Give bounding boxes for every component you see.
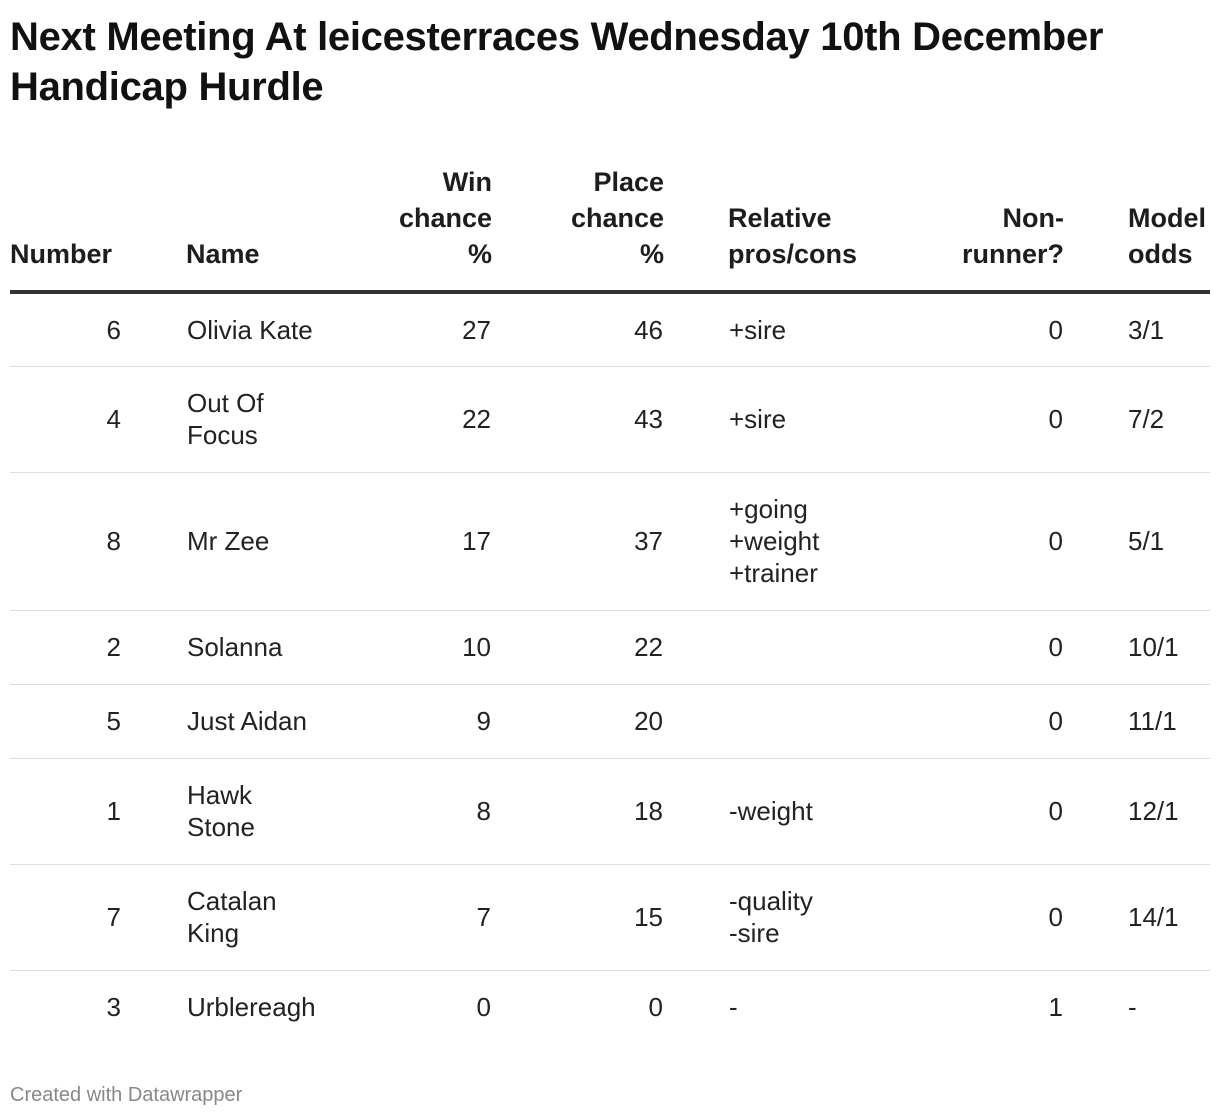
cell-non-runner: 0	[904, 472, 1064, 611]
cell-number: 7	[10, 864, 122, 971]
cell-win-chance: 22	[326, 366, 492, 473]
cell-non-runner: 0	[904, 758, 1064, 865]
column-header-model-odds[interactable]: Model odds	[1064, 164, 1210, 294]
column-header-name[interactable]: Name	[186, 164, 326, 294]
cell-win-chance: 7	[326, 864, 492, 971]
cell-number: 2	[10, 610, 122, 685]
cell-pros-cons	[728, 684, 904, 759]
cell-non-runner: 0	[904, 292, 1064, 367]
cell-pros-cons: +sire	[728, 292, 904, 367]
cell-name: Hawk Stone	[186, 758, 326, 865]
cell-non-runner: 0	[904, 684, 1064, 759]
cell-pros-cons: -weight	[728, 758, 904, 865]
cell-number: 5	[10, 684, 122, 759]
cell-number: 1	[10, 758, 122, 865]
cell-model-odds: 12/1	[1064, 758, 1210, 865]
table-row: 5 Just Aidan 9 20 0 11/1	[10, 684, 1210, 759]
cell-name: Urblereagh	[187, 992, 316, 1023]
cell-pros-cons: -	[729, 992, 738, 1023]
table-row: 3 Urblereagh 0 0 - 1 -	[10, 970, 1210, 1044]
cell-non-runner: 0	[904, 610, 1064, 685]
cell-number: 8	[10, 472, 122, 611]
race-table: Number Name Win chance % Place chance % …	[10, 164, 1210, 1044]
cell-number: 3	[106, 992, 121, 1023]
cell-place-chance: 37	[492, 472, 664, 611]
cell-pros-cons: +sire	[728, 366, 904, 473]
cell-name: Out Of Focus	[186, 366, 326, 473]
cell-place-chance: 0	[648, 992, 663, 1023]
cell-pros-cons	[728, 610, 904, 685]
cell-model-odds: -	[1128, 992, 1137, 1023]
cell-place-chance: 22	[492, 610, 664, 685]
cell-model-odds: 7/2	[1064, 366, 1210, 473]
cell-place-chance: 20	[492, 684, 664, 759]
cell-model-odds: 3/1	[1064, 292, 1210, 367]
cell-place-chance: 43	[492, 366, 664, 473]
cell-non-runner: 0	[904, 366, 1064, 473]
cell-name: Just Aidan	[186, 684, 326, 759]
cell-name: Solanna	[186, 610, 326, 685]
cell-non-runner: 0	[904, 864, 1064, 971]
table-row: 1 Hawk Stone 8 18 -weight 0 12/1	[10, 758, 1210, 865]
cell-win-chance: 17	[326, 472, 492, 611]
column-header-win-chance[interactable]: Win chance %	[326, 164, 492, 294]
page-title: Next Meeting At leicesterraces Wednesday…	[10, 15, 1104, 109]
table-row: 6 Olivia Kate 27 46 +sire 0 3/1	[10, 292, 1210, 367]
table-header-row: Number Name Win chance % Place chance % …	[10, 164, 1210, 294]
cell-model-odds: 10/1	[1064, 610, 1210, 685]
cell-non-runner: 1	[1048, 992, 1063, 1023]
cell-place-chance: 18	[492, 758, 664, 865]
column-header-number[interactable]: Number	[10, 164, 122, 294]
cell-win-chance: 8	[326, 758, 492, 865]
cell-pros-cons: -quality -sire	[728, 864, 904, 971]
credit-footer[interactable]: Created with Datawrapper	[10, 1084, 243, 1106]
table-row: 4 Out Of Focus 22 43 +sire 0 7/2	[10, 366, 1210, 473]
table-row: 7 Catalan King 7 15 -quality -sire 0 14/…	[10, 864, 1210, 971]
column-header-pros-cons[interactable]: Relative pros/cons	[728, 164, 904, 294]
table-row: 8 Mr Zee 17 37 +going +weight +trainer 0…	[10, 472, 1210, 611]
cell-model-odds: 14/1	[1064, 864, 1210, 971]
cell-name: Mr Zee	[186, 472, 326, 611]
cell-place-chance: 46	[492, 292, 664, 367]
column-header-non-runner[interactable]: Non- runner?	[904, 164, 1064, 294]
cell-win-chance: 0	[476, 992, 491, 1023]
cell-win-chance: 9	[326, 684, 492, 759]
table-row: 2 Solanna 10 22 0 10/1	[10, 610, 1210, 685]
cell-model-odds: 11/1	[1064, 684, 1210, 759]
cell-win-chance: 10	[326, 610, 492, 685]
cell-win-chance: 27	[326, 292, 492, 367]
cell-place-chance: 15	[492, 864, 664, 971]
cell-name: Catalan King	[186, 864, 326, 971]
column-header-place-chance[interactable]: Place chance %	[492, 164, 664, 294]
cell-model-odds: 5/1	[1064, 472, 1210, 611]
cell-number: 6	[10, 292, 122, 367]
cell-name: Olivia Kate	[186, 292, 326, 367]
cell-number: 4	[10, 366, 122, 473]
cell-pros-cons: +going +weight +trainer	[728, 472, 904, 611]
